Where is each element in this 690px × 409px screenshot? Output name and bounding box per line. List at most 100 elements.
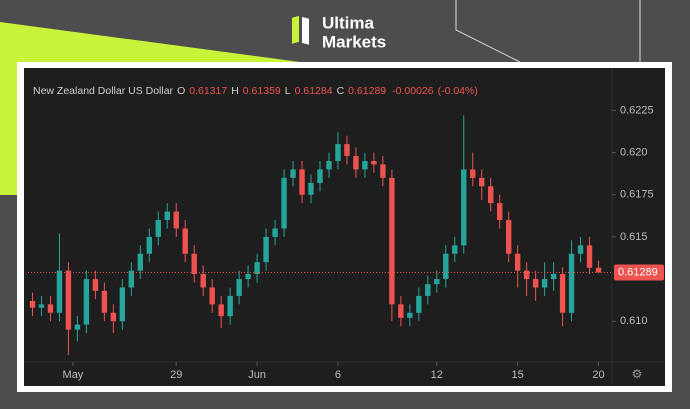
candle-body [110, 312, 117, 322]
y-tick-label: 0.6175 [620, 189, 654, 201]
logo-mark [302, 16, 309, 45]
candle-body [236, 279, 242, 296]
x-tick-label: Jun [248, 369, 266, 381]
x-tick-label: May [63, 369, 84, 381]
header-text: 0.61289 [348, 85, 386, 97]
candle-body [443, 253, 449, 280]
candle-body [425, 284, 431, 296]
candle-body [317, 169, 323, 183]
candle-body [200, 273, 206, 288]
candle-body [326, 161, 332, 170]
header-text: L [285, 85, 291, 97]
x-tick-label: 12 [431, 369, 443, 381]
candle-body [290, 169, 296, 178]
x-tick-label: 15 [512, 369, 524, 381]
candle-body [308, 182, 314, 195]
candle-body [119, 287, 126, 322]
candle-body [434, 279, 440, 285]
candle-body [523, 270, 530, 280]
x-tick-label: 20 [592, 369, 604, 381]
header-text: O [177, 85, 185, 97]
candle-body [398, 304, 404, 318]
header-text: 0.61317 [189, 85, 227, 97]
candle-body [407, 312, 413, 318]
y-tick-label: 0.610 [620, 315, 648, 327]
candle-body [155, 220, 161, 237]
last-price-label: 0.61289 [618, 266, 658, 278]
candle-body [559, 273, 566, 313]
candle-body [577, 245, 584, 254]
decor [455, 0, 521, 63]
candle-body [137, 253, 144, 271]
candle-body [362, 161, 368, 170]
candle-body [550, 273, 557, 280]
candle-body [191, 253, 197, 274]
chart-header: New Zealand Dollar US Dollar O 0.61317 H 0.6… [33, 85, 478, 97]
candle-body [83, 279, 90, 325]
candle-body [344, 144, 350, 156]
y-tick-label: 0.6225 [620, 104, 654, 116]
candle-body [146, 236, 152, 254]
x-tick-label: 29 [170, 369, 182, 381]
candle-body [353, 155, 359, 170]
candle-body [371, 161, 377, 165]
settings-icon[interactable]: ⚙ [632, 367, 643, 381]
candle-body [505, 220, 512, 254]
candle-body [568, 253, 575, 313]
candle-body [38, 304, 45, 308]
header-text: H [231, 85, 239, 97]
candle-body [47, 304, 54, 313]
logo-mark [292, 15, 299, 44]
header-text: 0.61359 [243, 85, 281, 97]
candle-body [514, 253, 521, 271]
plot: 0.6225 0.620 0.6175 0.615 0.610 May 29 Jun 6 12 15… [28, 104, 664, 381]
candle-body [272, 228, 278, 237]
candle-body [56, 270, 63, 313]
candle-body [488, 186, 494, 204]
candle-body [461, 169, 467, 246]
candle-body [389, 177, 395, 305]
candle-body [380, 164, 386, 178]
candle-body [496, 203, 503, 221]
candle-body [335, 144, 341, 162]
candle-body [532, 279, 539, 288]
decor [0, 22, 300, 195]
header-text: 0.61284 [295, 85, 333, 97]
candle-body [218, 304, 224, 317]
y-tick-label: 0.615 [620, 231, 648, 243]
y-tick-label: 0.620 [620, 146, 648, 158]
candle-body [299, 169, 305, 195]
candle-body [92, 279, 99, 291]
candle-body [74, 324, 81, 330]
candle-body [416, 295, 422, 313]
header-text: C [337, 85, 345, 97]
last-price-badge [614, 264, 664, 281]
x-tick-label: 6 [335, 369, 341, 381]
candle-body [586, 245, 593, 268]
brand-name: Markets [322, 32, 386, 51]
candle-body [281, 177, 287, 229]
candle-body [65, 270, 72, 330]
candle-body [263, 236, 269, 263]
header-text: New Zealand Dollar US Dollar [33, 85, 174, 97]
candle-body [29, 300, 36, 308]
candle-body [452, 245, 458, 254]
candle-body [254, 262, 260, 274]
candle-body [595, 267, 602, 273]
chart-panel [24, 68, 665, 386]
candle-body [128, 270, 135, 288]
candle-body [164, 211, 170, 221]
brand-name: Ultima [322, 13, 375, 32]
candle-body [209, 287, 215, 305]
candle-body [245, 273, 251, 280]
candle-body [470, 169, 476, 178]
header-text: (-0.04%) [438, 85, 478, 97]
candle-body [479, 177, 485, 187]
candle-body [173, 211, 179, 229]
candle-body [541, 279, 548, 288]
candle-body [101, 290, 108, 313]
candle-body [227, 295, 233, 317]
header-text: -0.00026 [392, 85, 434, 97]
